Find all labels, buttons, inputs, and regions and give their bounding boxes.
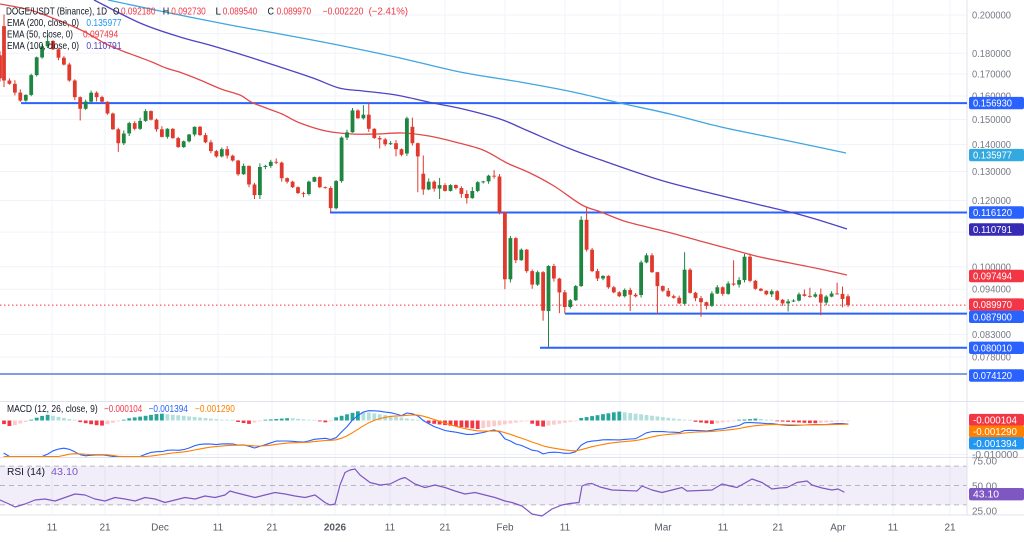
svg-text:0.200000: 0.200000 <box>972 11 1011 22</box>
svg-text:0.092180: 0.092180 <box>121 6 156 17</box>
svg-text:25.00: 25.00 <box>972 507 997 518</box>
svg-text:21: 21 <box>99 523 111 534</box>
svg-text:C: C <box>268 6 275 17</box>
svg-text:0.120000: 0.120000 <box>972 196 1011 207</box>
svg-text:−0.000104: −0.000104 <box>104 404 143 415</box>
svg-text:21: 21 <box>772 523 784 534</box>
svg-text:Dec: Dec <box>151 523 169 534</box>
svg-text:0.156930: 0.156930 <box>973 99 1012 110</box>
svg-text:−0.002220: −0.002220 <box>323 6 364 17</box>
svg-text:DOGE/USDT (Binance), 1D: DOGE/USDT (Binance), 1D <box>6 6 107 17</box>
svg-text:0.094000: 0.094000 <box>972 285 1011 296</box>
svg-text:0.097494: 0.097494 <box>83 29 119 40</box>
svg-text:RSI (14): RSI (14) <box>7 467 45 478</box>
svg-text:0.083000: 0.083000 <box>972 330 1011 341</box>
svg-text:Feb: Feb <box>496 523 514 534</box>
svg-text:0.089540: 0.089540 <box>223 6 258 17</box>
svg-text:21: 21 <box>439 523 451 534</box>
svg-text:50.00: 50.00 <box>972 482 997 493</box>
svg-text:0.140000: 0.140000 <box>972 140 1011 151</box>
svg-text:0.135977: 0.135977 <box>973 151 1012 162</box>
svg-text:0.097494: 0.097494 <box>973 272 1012 283</box>
svg-text:L: L <box>216 6 222 17</box>
svg-text:0.087900: 0.087900 <box>973 312 1012 323</box>
svg-text:0.089970: 0.089970 <box>277 6 312 17</box>
svg-text:43.10: 43.10 <box>973 490 999 501</box>
svg-text:11: 11 <box>213 523 224 534</box>
svg-text:EMA (50, close, 0): EMA (50, close, 0) <box>7 29 73 40</box>
svg-text:0.130000: 0.130000 <box>972 167 1011 178</box>
svg-text:Mar: Mar <box>654 523 672 534</box>
svg-text:EMA (100, close, 0): EMA (100, close, 0) <box>7 41 79 52</box>
svg-text:H: H <box>163 6 170 17</box>
svg-text:43.10: 43.10 <box>51 467 79 478</box>
svg-text:-0.001290: -0.001290 <box>973 427 1017 438</box>
svg-text:21: 21 <box>266 523 278 534</box>
svg-text:0.089970: 0.089970 <box>973 300 1012 311</box>
svg-text:0.078000: 0.078000 <box>972 353 1011 364</box>
svg-text:-0.010000: -0.010000 <box>972 450 1018 461</box>
svg-text:-0.000104: -0.000104 <box>973 416 1017 427</box>
svg-text:75.00: 75.00 <box>972 457 997 468</box>
svg-text:0.110791: 0.110791 <box>86 41 121 52</box>
svg-text:0.150000: 0.150000 <box>972 115 1011 126</box>
svg-text:0.110791: 0.110791 <box>973 225 1012 236</box>
svg-text:0.170000: 0.170000 <box>972 70 1011 81</box>
svg-text:0.100000: 0.100000 <box>972 262 1011 273</box>
svg-text:EMA (200, close, 0): EMA (200, close, 0) <box>7 18 79 29</box>
svg-text:−0.001290: −0.001290 <box>195 404 235 415</box>
svg-text:0.092730: 0.092730 <box>171 6 206 17</box>
svg-text:11: 11 <box>718 523 729 534</box>
svg-text:2026: 2026 <box>324 523 347 534</box>
svg-text:0.080010: 0.080010 <box>973 343 1012 354</box>
svg-text:11: 11 <box>385 523 396 534</box>
svg-text:−0.001394: −0.001394 <box>149 404 189 415</box>
svg-text:0.180000: 0.180000 <box>972 49 1011 60</box>
svg-text:0.135977: 0.135977 <box>86 18 121 29</box>
svg-text:Apr: Apr <box>830 523 846 534</box>
svg-text:21: 21 <box>944 523 956 534</box>
svg-text:0.116120: 0.116120 <box>973 208 1012 219</box>
svg-text:11: 11 <box>888 523 899 534</box>
svg-text:11: 11 <box>560 523 571 534</box>
svg-text:(−2.41%): (−2.41%) <box>369 6 408 17</box>
svg-text:O: O <box>113 6 120 17</box>
svg-text:-0.001394: -0.001394 <box>973 439 1017 450</box>
svg-text:0.074120: 0.074120 <box>973 371 1012 382</box>
svg-text:MACD (12, 26, close, 9): MACD (12, 26, close, 9) <box>7 404 98 415</box>
svg-text:11: 11 <box>47 523 58 534</box>
